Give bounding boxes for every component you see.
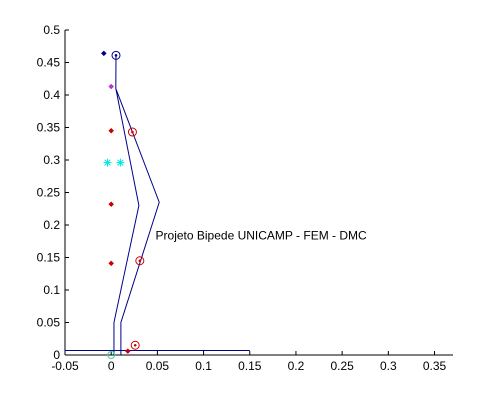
plot-annotation: Projeto Bipede UNICAMP - FEM - DMC bbox=[156, 228, 367, 242]
x-tick-label: 0.35 bbox=[423, 359, 447, 373]
circle-dot bbox=[138, 259, 142, 263]
circle-ring bbox=[111, 50, 121, 60]
circle-dot bbox=[131, 130, 134, 134]
open-circle-marker bbox=[107, 351, 116, 359]
x-tick-label: 0 bbox=[108, 359, 115, 373]
circle-dot bbox=[114, 54, 118, 57]
y-tick-label: 0.2 bbox=[43, 218, 60, 232]
star-marker bbox=[103, 158, 112, 167]
y-tick-label: 0.35 bbox=[37, 121, 61, 135]
y-tick-label: 0.5 bbox=[43, 23, 60, 37]
y-tick-label: 0 bbox=[53, 348, 60, 362]
y-tick-label: 0.05 bbox=[37, 316, 61, 330]
circle-ring bbox=[135, 256, 145, 266]
diamond-marker bbox=[124, 348, 131, 354]
x-tick-label: 0.1 bbox=[195, 359, 212, 373]
x-tick-label: 0.3 bbox=[380, 359, 397, 373]
circled-marker bbox=[127, 127, 137, 137]
diamond-marker bbox=[100, 50, 107, 57]
diamond-marker bbox=[108, 83, 115, 90]
circle-dot bbox=[133, 343, 137, 347]
x-tick-label: 0.05 bbox=[146, 359, 170, 373]
circled-marker bbox=[111, 50, 121, 60]
circled-marker bbox=[130, 340, 140, 350]
star-stroke bbox=[104, 159, 111, 166]
x-tick-label: 0.15 bbox=[238, 359, 262, 373]
x-tick-label: 0.2 bbox=[288, 359, 305, 373]
diamond-marker bbox=[108, 127, 115, 134]
x-tick-label: 0.25 bbox=[330, 359, 354, 373]
y-tick-label: 0.1 bbox=[43, 283, 60, 297]
data-marks bbox=[65, 50, 250, 359]
y-tick-label: 0.25 bbox=[37, 186, 61, 200]
x-tick-label: -0.05 bbox=[51, 359, 79, 373]
star-stroke bbox=[117, 159, 124, 166]
circle-ring bbox=[127, 127, 137, 137]
axes bbox=[64, 29, 453, 356]
star-marker bbox=[116, 158, 125, 167]
y-tick-label: 0.3 bbox=[43, 153, 60, 167]
diamond-marker bbox=[108, 260, 115, 267]
circle-ring bbox=[130, 340, 140, 350]
y-tick-label: 0.4 bbox=[43, 88, 60, 102]
circled-marker bbox=[135, 256, 145, 266]
y-tick-label: 0.15 bbox=[37, 251, 61, 265]
y-tick-label: 0.45 bbox=[37, 56, 61, 70]
diamond-marker bbox=[108, 201, 115, 208]
tick-labels: -0.05 0 0.05 0.1 0.15 0.2 0.25 0.3 0.3500.050.10… bbox=[37, 23, 447, 373]
